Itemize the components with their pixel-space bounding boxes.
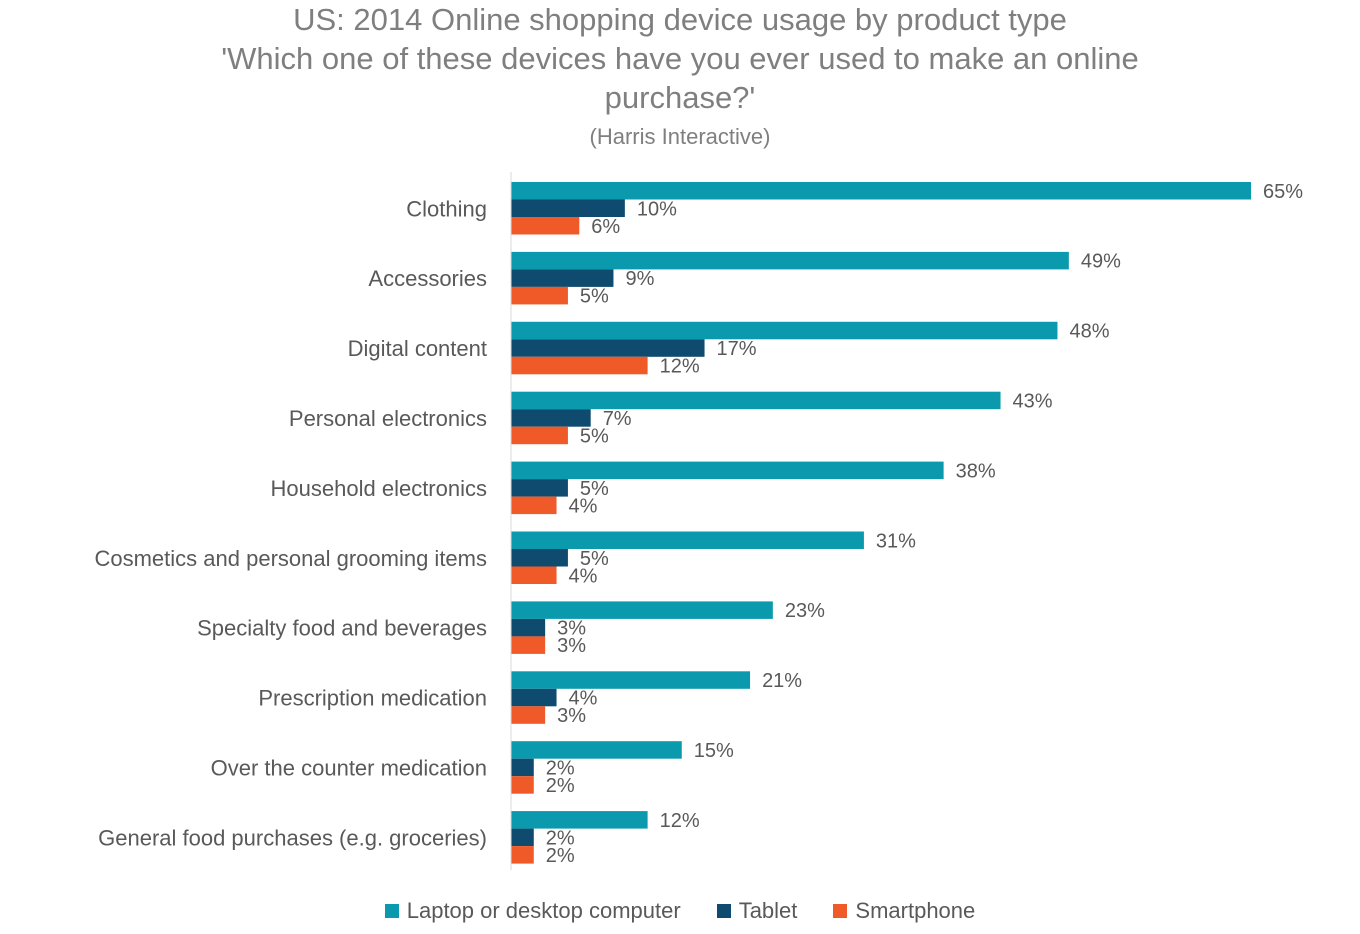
legend-swatch-smartphone — [833, 904, 848, 918]
chart-subtitle: (Harris Interactive) — [589, 124, 771, 149]
bar-smartphone — [511, 636, 546, 654]
data-label-laptop: 43% — [1013, 390, 1053, 412]
bar-laptop — [511, 531, 864, 549]
bar-laptop — [511, 741, 682, 759]
bar-tablet — [511, 479, 568, 497]
chart-title-block: US: 2014 Online shopping device usage by… — [0, 0, 1360, 151]
bar-smartphone — [511, 706, 546, 724]
data-label-smartphone: 6% — [591, 216, 620, 238]
bar-smartphone — [511, 217, 580, 235]
data-label-laptop: 38% — [956, 460, 996, 482]
data-label-smartphone: 2% — [546, 845, 575, 867]
bar-tablet — [511, 339, 705, 357]
category-label: Over the counter medication — [211, 755, 487, 780]
category-label: Household electronics — [271, 476, 487, 501]
bar-tablet — [511, 828, 534, 847]
data-label-laptop: 31% — [876, 530, 916, 552]
bar-smartphone — [511, 566, 557, 584]
bar-tablet — [511, 688, 557, 707]
bar-smartphone — [511, 846, 534, 864]
data-label-laptop: 23% — [785, 600, 825, 622]
category-label: Cosmetics and personal grooming items — [94, 546, 487, 571]
bar-smartphone — [511, 496, 557, 515]
data-label-tablet: 10% — [637, 198, 677, 220]
legend-swatch-tablet — [716, 904, 731, 918]
category-label: Specialty food and beverages — [197, 616, 487, 641]
chart-legend: Laptop or desktop computer Tablet Smartp… — [0, 898, 1360, 924]
data-label-tablet: 2% — [546, 827, 575, 849]
bar-laptop — [511, 461, 944, 480]
legend-item-smartphone: Smartphone — [833, 898, 975, 924]
legend-swatch-laptop — [384, 904, 399, 918]
bar-laptop — [511, 391, 1001, 410]
data-label-smartphone: 3% — [557, 635, 586, 657]
bar-tablet — [511, 758, 534, 777]
bar-smartphone — [511, 426, 568, 445]
data-label-smartphone: 5% — [580, 286, 609, 308]
data-label-tablet: 5% — [580, 548, 609, 570]
data-label-tablet: 5% — [580, 478, 609, 500]
bar-tablet — [511, 269, 614, 287]
bar-laptop — [511, 182, 1251, 200]
data-label-tablet: 7% — [603, 408, 632, 430]
data-label-tablet: 17% — [717, 338, 757, 360]
data-label-tablet: 9% — [625, 268, 654, 290]
data-label-laptop: 49% — [1081, 251, 1121, 273]
data-label-smartphone: 4% — [569, 495, 598, 517]
data-label-smartphone: 3% — [557, 705, 586, 727]
legend-item-tablet: Tablet — [716, 898, 798, 924]
bar-tablet — [511, 409, 591, 427]
bar-laptop — [511, 601, 773, 619]
data-label-smartphone: 4% — [569, 565, 598, 587]
bar-smartphone — [511, 776, 534, 794]
data-label-smartphone: 12% — [660, 356, 700, 378]
chart-title-line-3: purchase?' — [604, 80, 756, 115]
data-label-laptop: 21% — [762, 670, 802, 692]
chart-title-line-2: 'Which one of these devices have you eve… — [221, 41, 1139, 76]
bar-tablet — [511, 549, 568, 567]
chart-title-line-1: US: 2014 Online shopping device usage by… — [293, 2, 1067, 37]
category-label: Personal electronics — [289, 406, 487, 431]
data-label-tablet: 2% — [546, 757, 575, 779]
data-label-laptop: 15% — [694, 740, 734, 762]
bar-laptop — [511, 811, 648, 829]
bar-smartphone — [511, 286, 568, 305]
data-label-smartphone: 5% — [580, 425, 609, 447]
category-label: Digital content — [348, 336, 487, 361]
data-label-laptop: 65% — [1263, 181, 1303, 203]
data-label-tablet: 4% — [569, 688, 598, 710]
bar-laptop — [511, 671, 751, 689]
category-label: Clothing — [406, 196, 487, 221]
category-label: General food purchases (e.g. groceries) — [98, 825, 487, 850]
data-label-laptop: 12% — [660, 810, 700, 832]
legend-item-laptop: Laptop or desktop computer — [384, 898, 681, 924]
bar-laptop — [511, 321, 1058, 340]
category-label: Accessories — [368, 266, 487, 291]
bar-smartphone — [511, 356, 648, 375]
data-label-smartphone: 2% — [546, 775, 575, 797]
bar-tablet — [511, 199, 625, 217]
bar-laptop — [511, 251, 1069, 270]
data-label-laptop: 48% — [1069, 321, 1109, 343]
bar-tablet — [511, 618, 546, 637]
legend-label-smartphone: Smartphone — [855, 898, 976, 923]
data-label-tablet: 3% — [557, 618, 586, 640]
legend-label-laptop: Laptop or desktop computer — [406, 898, 681, 923]
legend-label-tablet: Tablet — [738, 898, 798, 923]
category-label: Prescription medication — [258, 686, 487, 711]
